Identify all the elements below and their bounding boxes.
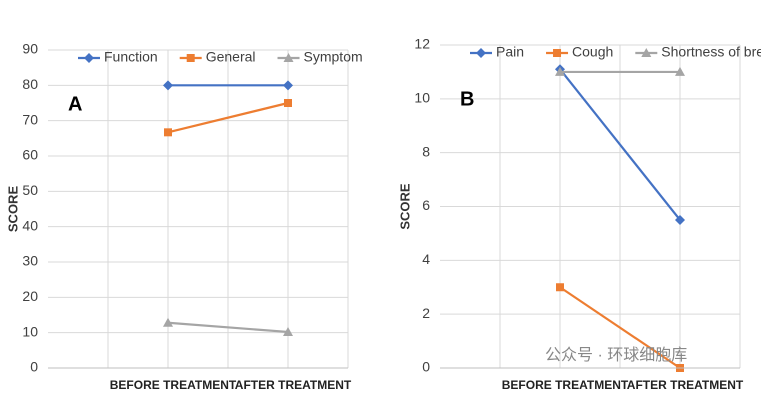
series-line	[167, 321, 289, 334]
legend-marker	[476, 48, 486, 58]
y-tick-label: 8	[422, 143, 430, 159]
y-tick-label: 10	[22, 323, 38, 339]
point-marker	[283, 80, 293, 91]
point-marker	[164, 128, 172, 137]
point-marker	[284, 99, 292, 107]
y-tick-label: 0	[422, 359, 430, 375]
y-tick-label: 90	[22, 41, 38, 57]
legend-marker	[641, 48, 652, 57]
point-marker	[283, 326, 293, 336]
point-marker	[675, 214, 685, 225]
y-tick-label: 12	[414, 36, 430, 52]
legend-marker	[84, 53, 94, 63]
y-axis-label: SCORE	[5, 186, 20, 233]
y-tick-label: 80	[22, 76, 38, 92]
x-tick-label: AFTER TREATMENT	[627, 378, 744, 392]
y-tick-label: 50	[22, 182, 38, 198]
legend-label: General	[206, 49, 256, 65]
x-tick-label: AFTER TREATMENT	[235, 378, 352, 392]
y-tick-label: 30	[22, 253, 38, 269]
y-tick-label: 2	[422, 305, 430, 321]
x-tick-label: BEFORE TREATMENT	[110, 378, 237, 392]
y-tick-label: 0	[30, 359, 38, 375]
series-line	[559, 286, 681, 369]
legend-marker	[553, 49, 562, 57]
point-marker	[555, 66, 565, 76]
series-line	[167, 101, 289, 134]
x-tick-label: BEFORE TREATMENT	[502, 378, 629, 392]
panel-label: B	[460, 88, 474, 110]
legend-marker	[186, 54, 195, 62]
legend-marker	[283, 53, 294, 62]
y-tick-label: 40	[22, 217, 38, 233]
point-marker	[163, 317, 173, 327]
watermark: 公众号 · 环球细胞库	[545, 346, 687, 364]
panel-label: A	[68, 93, 82, 115]
legend-label: Cough	[572, 44, 613, 60]
legend-label: Pain	[496, 44, 524, 60]
legend-label: Shortness of breath	[661, 44, 761, 60]
legend-label: Function	[104, 49, 158, 65]
legend-label: Symptom	[304, 49, 363, 65]
y-tick-label: 4	[422, 251, 430, 267]
y-tick-label: 70	[22, 111, 38, 127]
point-marker	[556, 283, 564, 292]
y-tick-label: 6	[422, 197, 430, 213]
y-tick-label: 10	[414, 90, 430, 106]
y-tick-label: 60	[22, 147, 38, 163]
series-line	[559, 68, 681, 221]
point-marker	[675, 66, 685, 76]
y-axis-label: SCORE	[397, 183, 412, 230]
point-marker	[163, 80, 173, 91]
y-tick-label: 20	[22, 288, 38, 304]
